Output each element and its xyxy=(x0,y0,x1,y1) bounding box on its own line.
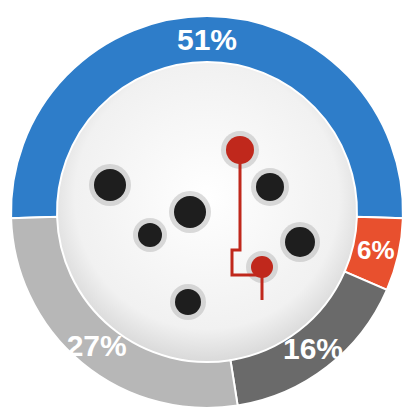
svg-text:27%: 27% xyxy=(67,329,127,362)
svg-text:6%: 6% xyxy=(357,235,395,265)
svg-text:51%: 51% xyxy=(177,23,237,56)
svg-text:16%: 16% xyxy=(283,332,343,365)
